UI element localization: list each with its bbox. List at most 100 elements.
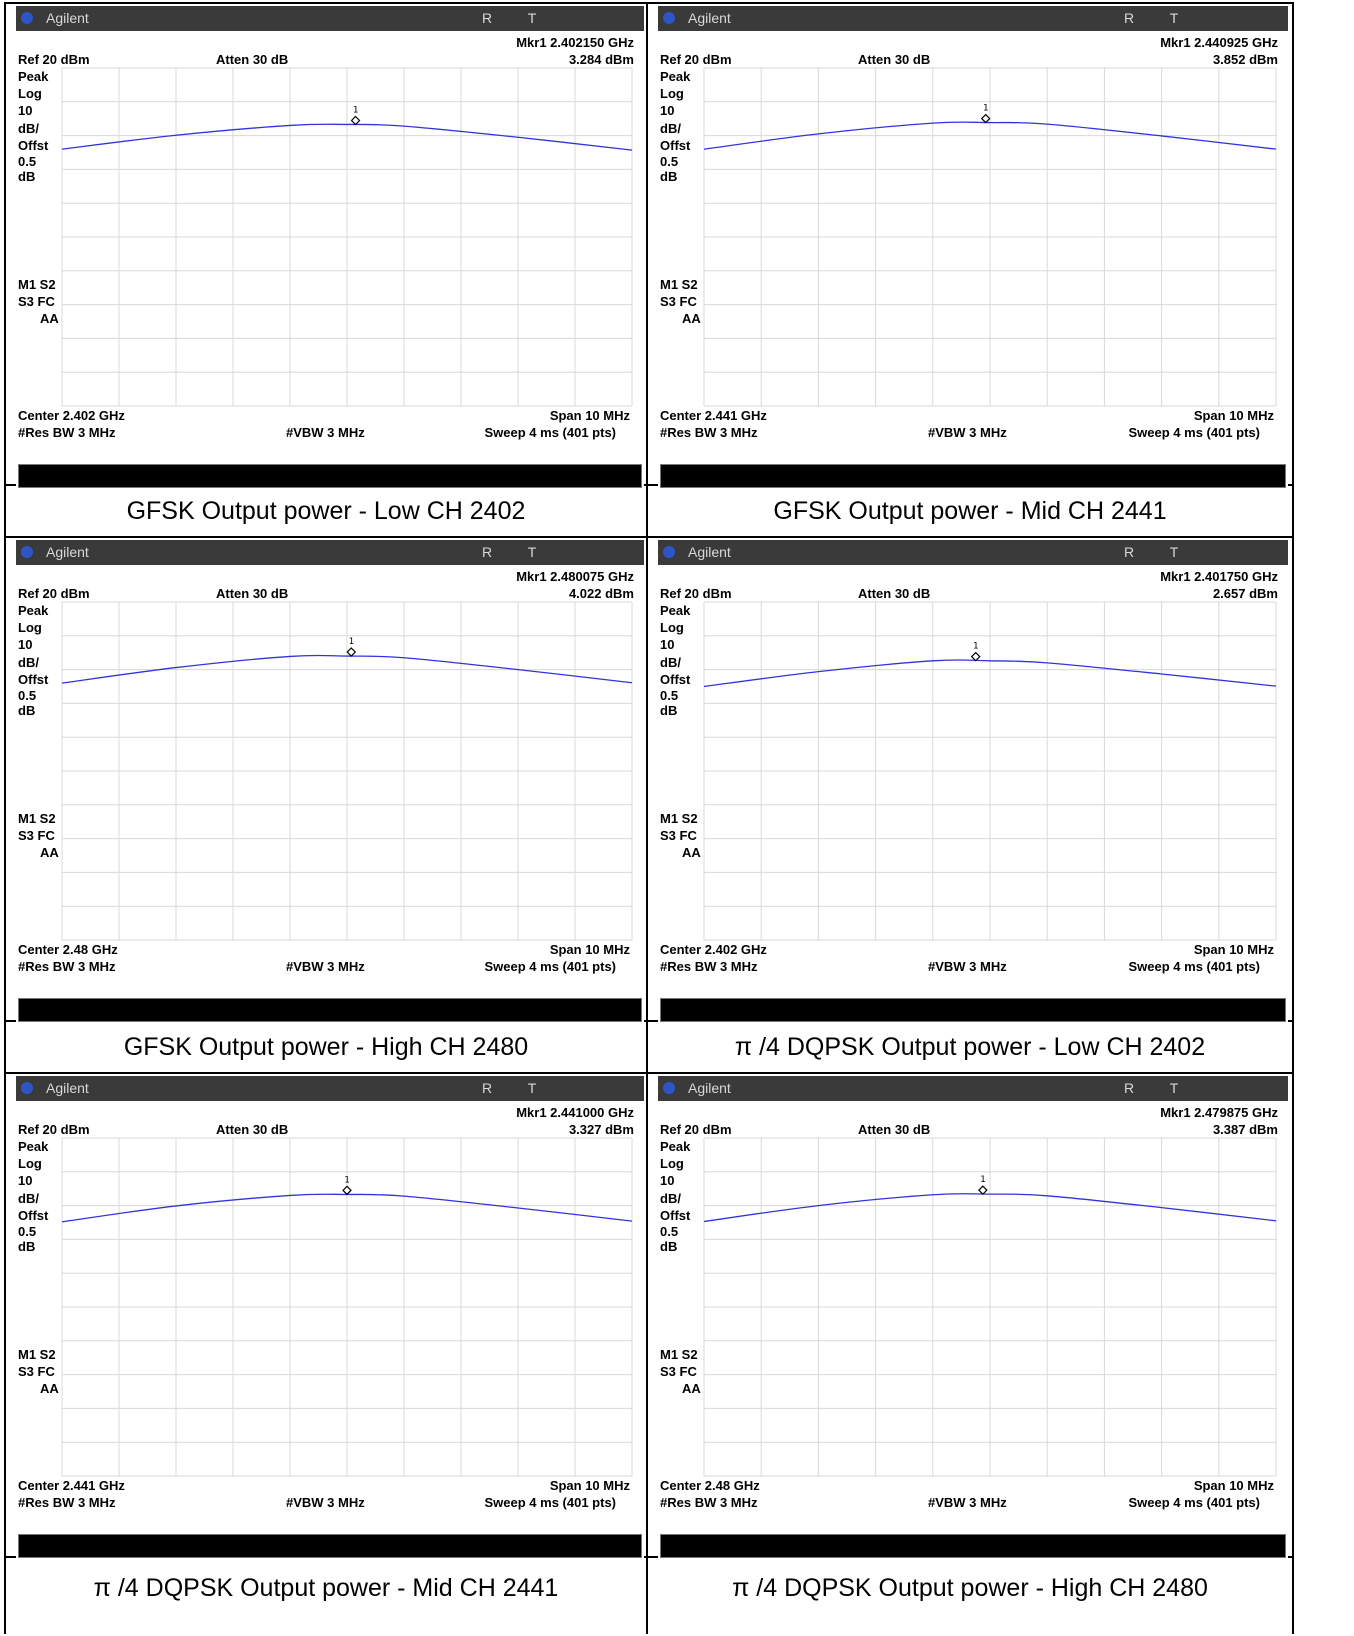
- scale-label: Log: [18, 620, 42, 635]
- center-frequency: Center 2.402 GHz: [660, 942, 767, 957]
- spectrum-analyzer-screen: Agilent R T Mkr1 2.480075 GHz Ref 20 dBm Att…: [16, 540, 644, 1024]
- plot-caption: GFSK Output power - Mid CH 2441: [773, 496, 1167, 525]
- screen-cell: Agilent R T Mkr1 2.479875 GHz Ref 20 dBm Att…: [648, 1074, 1294, 1560]
- analyzer-title-bar: Agilent R T: [16, 1076, 644, 1101]
- rt-indicator: R T: [1124, 1080, 1195, 1096]
- brand-label: Agilent: [688, 1080, 731, 1096]
- screen-cell: Agilent R T Mkr1 2.441000 GHz Ref 20 dBm Att…: [4, 1074, 648, 1560]
- scale-label: Peak: [18, 603, 49, 618]
- scale-label: dB/: [660, 655, 681, 670]
- spectrum-analyzer-screen: Agilent R T Mkr1 2.440925 GHz Ref 20 dBm Att…: [658, 6, 1288, 490]
- marker-number: 1: [344, 1175, 349, 1185]
- rt-indicator: R T: [482, 544, 553, 560]
- status-bar: [18, 464, 642, 488]
- spectrum-analyzer-screen: Agilent R T Mkr1 2.441000 GHz Ref 20 dBm Att…: [16, 1076, 644, 1560]
- mode-m1-s2: M1 S2: [18, 1347, 56, 1362]
- mode-m1-s2: M1 S2: [18, 277, 56, 292]
- scale-label: dB: [18, 703, 36, 718]
- scale-label: Peak: [660, 69, 691, 84]
- attenuation: Atten 30 dB: [216, 52, 289, 67]
- center-frequency: Center 2.441 GHz: [660, 408, 767, 423]
- status-bar: [660, 464, 1286, 488]
- span: Span 10 MHz: [1193, 408, 1274, 423]
- mode-m1-s2: M1 S2: [660, 1347, 698, 1362]
- resolution-bandwidth: #Res BW 3 MHz: [660, 425, 758, 440]
- spectrum-plot: 1: [61, 1137, 633, 1477]
- marker-diamond-icon: [978, 1185, 988, 1196]
- agilent-logo-icon: [663, 12, 675, 24]
- resolution-bandwidth: #Res BW 3 MHz: [18, 1495, 116, 1510]
- mode-m1-s2: M1 S2: [18, 811, 56, 826]
- mode-aa: AA: [682, 1381, 701, 1396]
- scale-label: Offst: [18, 672, 49, 687]
- brand-label: Agilent: [46, 10, 89, 26]
- spectrum-plot: 1: [703, 67, 1277, 407]
- spectrum-analyzer-screen: Agilent R T Mkr1 2.479875 GHz Ref 20 dBm Att…: [658, 1076, 1288, 1560]
- center-frequency: Center 2.48 GHz: [660, 1478, 760, 1493]
- scale-label: dB/: [18, 121, 39, 136]
- mode-s3-fc: S3 FC: [660, 1364, 697, 1379]
- scale-label: dB: [660, 703, 678, 718]
- center-frequency: Center 2.402 GHz: [18, 408, 125, 423]
- rt-indicator: R T: [482, 10, 553, 26]
- mode-m1-s2: M1 S2: [660, 811, 698, 826]
- scale-label: dB: [18, 169, 36, 184]
- plot-caption: π /4 DQPSK Output power - Mid CH 2441: [93, 1574, 559, 1602]
- screen-cell: Agilent R T Mkr1 2.401750 GHz Ref 20 dBm Att…: [648, 538, 1294, 1024]
- marker-level: 3.327 dBm: [568, 1122, 634, 1137]
- scale-label: Offst: [660, 138, 691, 153]
- scale-label: 0.5: [18, 688, 37, 703]
- reference-level: Ref 20 dBm: [660, 586, 732, 601]
- marker-level: 4.022 dBm: [568, 586, 634, 601]
- spectrum-plot: 1: [703, 601, 1277, 941]
- plot-caption: GFSK Output power - High CH 2480: [123, 1032, 529, 1061]
- mode-aa: AA: [40, 311, 59, 326]
- mode-s3-fc: S3 FC: [18, 1364, 55, 1379]
- attenuation: Atten 30 dB: [858, 1122, 931, 1137]
- status-bar: [18, 998, 642, 1022]
- sweep-time: Sweep 4 ms (401 pts): [1128, 959, 1261, 974]
- agilent-logo-icon: [21, 1082, 33, 1094]
- rt-indicator: R T: [1124, 544, 1195, 560]
- scale-label: 10: [18, 1173, 33, 1188]
- scale-label: 0.5: [660, 688, 679, 703]
- scale-label: Peak: [660, 1139, 691, 1154]
- reference-level: Ref 20 dBm: [18, 1122, 90, 1137]
- brand-label: Agilent: [46, 544, 89, 560]
- center-frequency: Center 2.441 GHz: [18, 1478, 125, 1493]
- marker-level: 3.284 dBm: [568, 52, 634, 67]
- scale-label: Peak: [660, 603, 691, 618]
- scale-label: dB/: [18, 655, 39, 670]
- marker-number: 1: [983, 104, 988, 114]
- attenuation: Atten 30 dB: [216, 586, 289, 601]
- marker-frequency: Mkr1 2.441000 GHz: [516, 1105, 634, 1120]
- reference-level: Ref 20 dBm: [660, 52, 732, 67]
- scale-label: dB: [18, 1239, 36, 1254]
- analyzer-title-bar: Agilent R T: [658, 6, 1288, 31]
- scale-label: 0.5: [660, 154, 679, 169]
- spectrum-plot: 1: [703, 1137, 1277, 1477]
- marker-frequency: Mkr1 2.479875 GHz: [1160, 1105, 1278, 1120]
- scale-label: 10: [660, 1173, 675, 1188]
- scale-label: dB/: [660, 121, 681, 136]
- mode-aa: AA: [682, 845, 701, 860]
- resolution-bandwidth: #Res BW 3 MHz: [18, 425, 116, 440]
- agilent-logo-icon: [663, 546, 675, 558]
- scale-label: 0.5: [660, 1224, 679, 1239]
- scale-label: 0.5: [18, 154, 37, 169]
- status-bar: [18, 1534, 642, 1558]
- scale-label: dB/: [18, 1191, 39, 1206]
- sweep-time: Sweep 4 ms (401 pts): [1128, 425, 1261, 440]
- scale-label: dB: [660, 169, 678, 184]
- mode-aa: AA: [682, 311, 701, 326]
- spectrum-plot: 1: [61, 601, 633, 941]
- marker-number: 1: [980, 1175, 985, 1185]
- marker-diamond-icon: [980, 113, 991, 124]
- scale-label: Log: [660, 620, 684, 635]
- marker-level: 3.852 dBm: [1212, 52, 1278, 67]
- video-bandwidth: #VBW 3 MHz: [286, 959, 365, 974]
- marker-number: 1: [349, 637, 354, 647]
- spectrum-plot: 1: [61, 67, 633, 407]
- brand-label: Agilent: [46, 1080, 89, 1096]
